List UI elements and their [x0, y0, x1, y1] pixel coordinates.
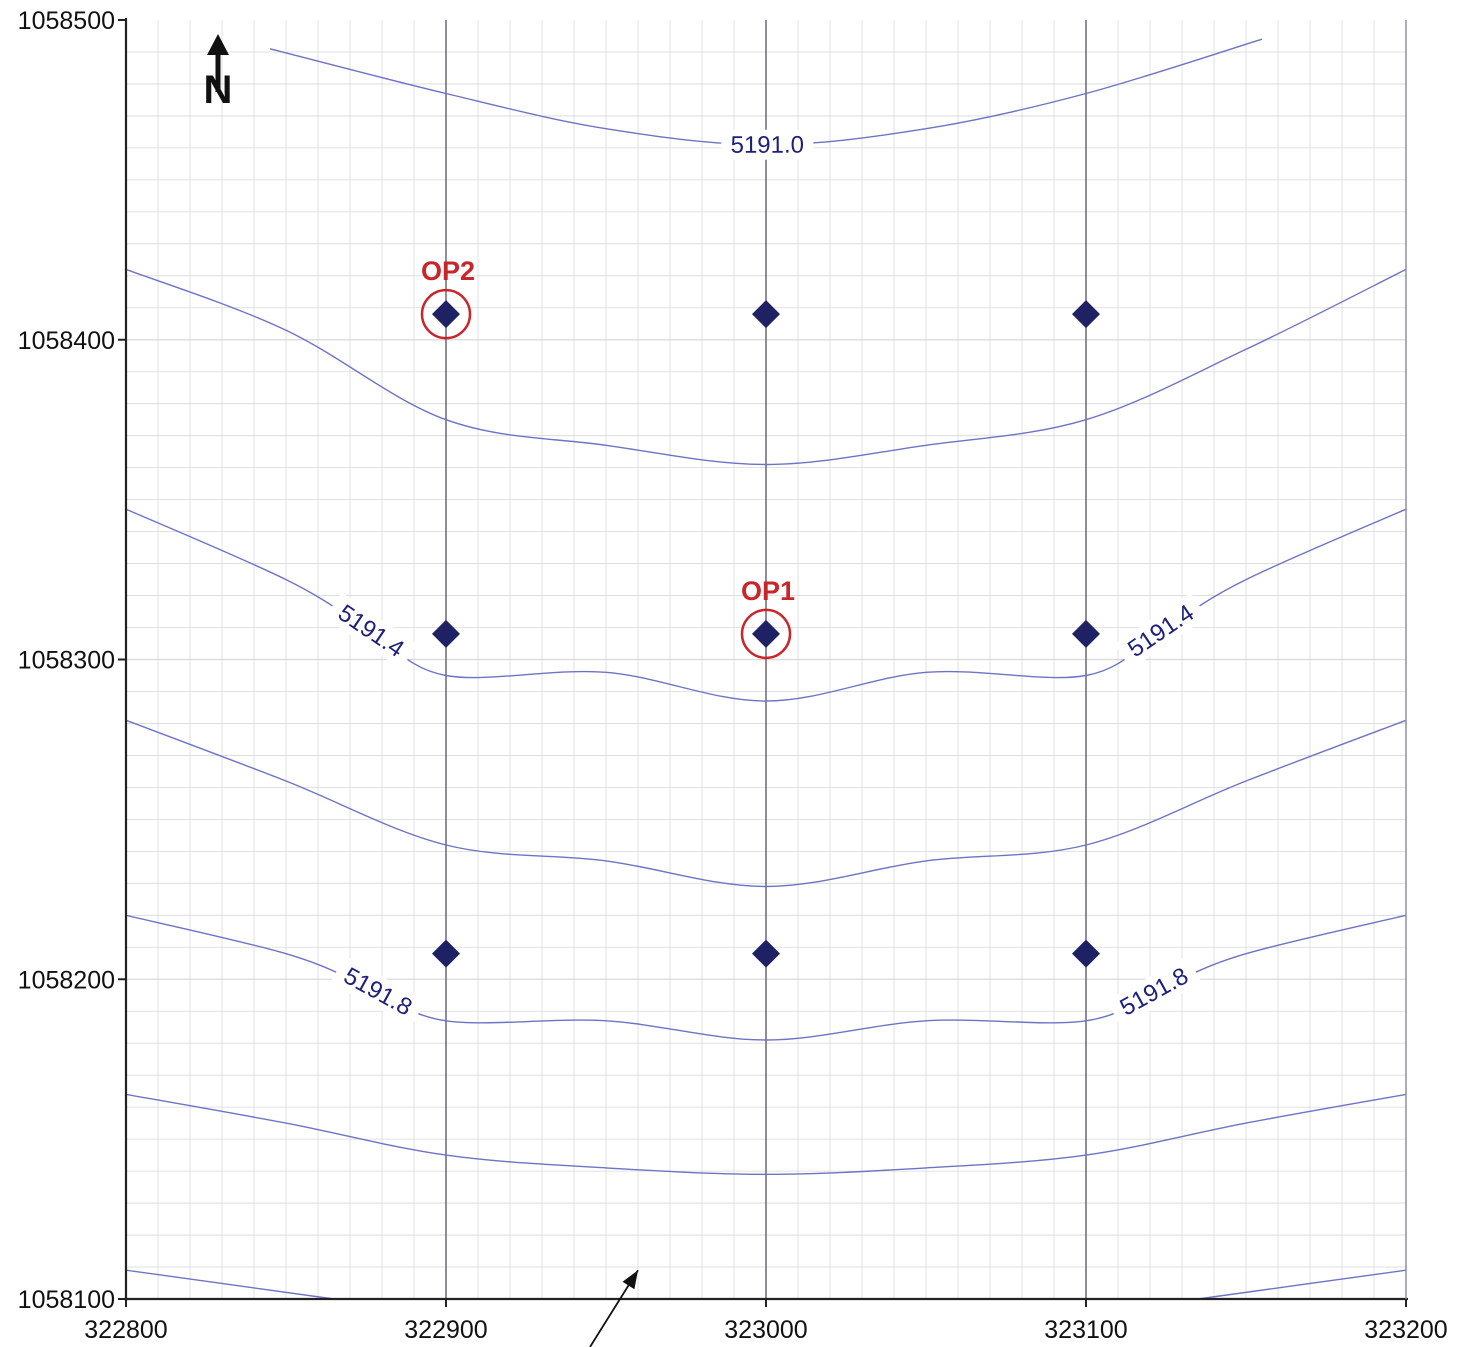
station-marker [752, 619, 780, 648]
contour-line [125, 1093, 1407, 1176]
north-arrow-head [207, 34, 229, 55]
contour-label: 5191.8 [1116, 962, 1193, 1021]
y-tick-label: 1058500 [18, 7, 115, 35]
contour-label-group: 5191.4 [324, 592, 418, 670]
station-label: OP1 [741, 576, 795, 606]
x-tick-label: 322800 [84, 1316, 167, 1344]
contour-label-background [1106, 956, 1202, 1027]
station-marker [1072, 300, 1100, 329]
contour-label: 5191.8 [339, 962, 416, 1021]
station-highlight-ring [420, 288, 472, 340]
station-label: OP2 [421, 256, 475, 286]
y-tick-label: 1058400 [18, 327, 115, 355]
contour-label-group: 5191.8 [330, 956, 426, 1027]
transect-lines [445, 20, 1087, 1299]
contour-label-background [330, 956, 426, 1027]
contour-label: 5191.0 [731, 132, 804, 159]
north-arrow-icon: N [204, 34, 233, 112]
contour-line [125, 268, 1407, 466]
y-tick-label: 1058200 [18, 966, 115, 994]
station-marker [432, 619, 460, 648]
x-tick-label: 322900 [404, 1316, 487, 1344]
x-tick-label: 323200 [1364, 1316, 1447, 1344]
station-marker [432, 939, 460, 968]
flow-arrow-icon [589, 1269, 639, 1347]
map-frame [118, 18, 1408, 1307]
stations: OP2 OP1 [420, 256, 1100, 968]
contour-label-background [324, 592, 418, 670]
x-tick-label: 323000 [724, 1316, 807, 1344]
contour-label-group: 5191.0 [721, 129, 814, 160]
contour-line [1197, 1269, 1407, 1300]
station-marker [1072, 619, 1100, 648]
contour-label-group: 5191.4 [1114, 592, 1208, 670]
y-tick-label: 1058100 [18, 1286, 115, 1314]
contour-label-background [1114, 592, 1208, 670]
station-marker [752, 300, 780, 329]
map-extras: N [204, 34, 639, 1347]
station-marker [752, 939, 780, 968]
x-tick-label: 323100 [1044, 1316, 1127, 1344]
contour-label-group: 5191.8 [1106, 956, 1202, 1027]
station-marker [432, 300, 460, 329]
contour-line [125, 719, 1407, 888]
contour-line [125, 1269, 335, 1300]
y-tick-label: 1058300 [18, 647, 115, 675]
station-marker [1072, 939, 1100, 968]
tick-labels: 322800 322900 323000 323100 323200 1058500 105… [18, 7, 1448, 1344]
flow-arrow-head [622, 1270, 638, 1290]
north-arrow-letter: N [204, 68, 233, 112]
contour-label-background [721, 129, 814, 160]
station-highlight-ring [740, 608, 792, 660]
